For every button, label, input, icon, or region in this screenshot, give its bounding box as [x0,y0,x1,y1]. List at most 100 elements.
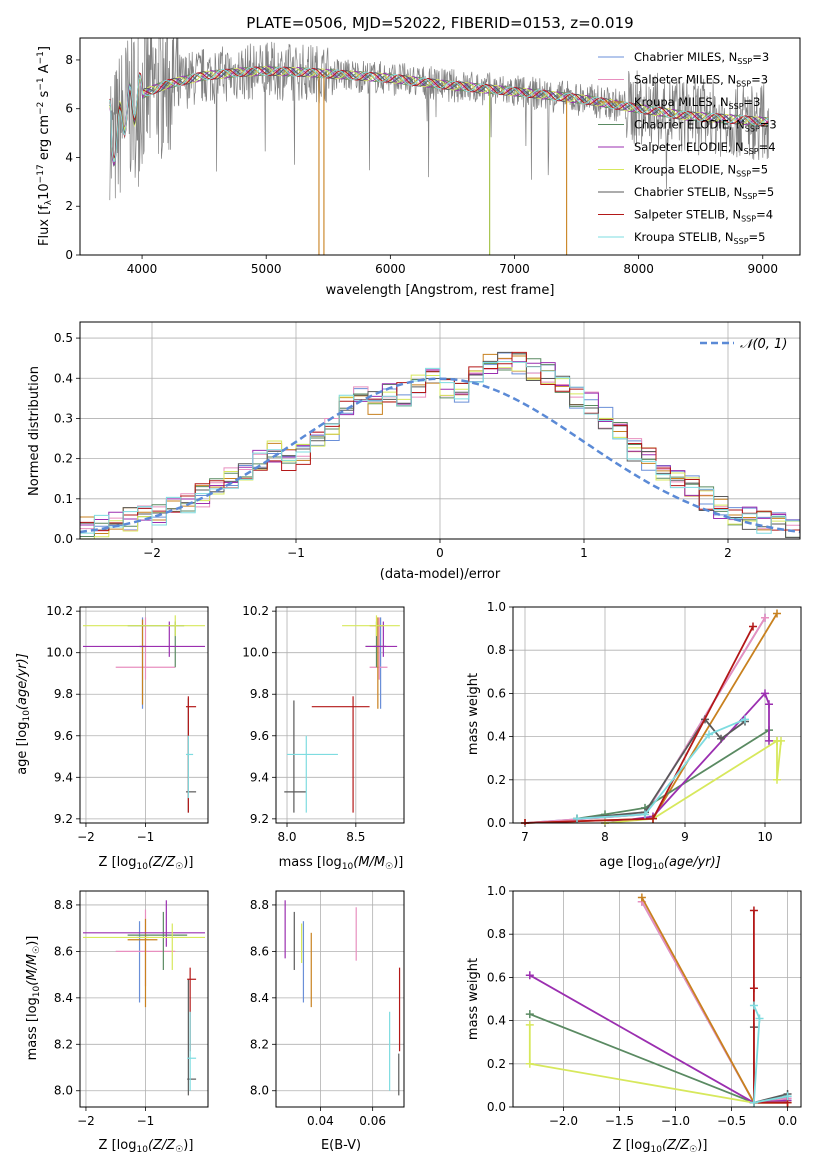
age-metallicity-xlabel: Z [log10(Z/Z☉)] [99,855,194,872]
age-ylabel: age [log10(age/yr)] [15,653,32,775]
age-mass-xlabel: mass [log10(M/M☉)] [279,855,404,872]
spectrum-model-line [109,66,769,159]
residual-ytick-label: 0.2 [54,452,73,466]
massweight-metallicity-marker [749,1001,758,1010]
massweight-age-xtick-label: 7 [521,830,529,844]
spectrum-model-line [109,66,769,159]
spectrum-xtick-label: 7000 [499,262,530,276]
legend-label: Kroupa ELODIE, NSSP=5 [634,163,768,179]
age-metallicity-frame [79,606,209,824]
mass-metallicity-ytick-label: 8.6 [54,944,73,958]
massweight-age-marker [773,736,781,745]
residual-legend: 𝒩(0, 1) [700,337,787,352]
spectrum-legend: Chabrier MILES, NSSP=3 Salpeter MILES, NS… [598,50,777,246]
age-mass-points [284,615,400,813]
age-vs-metallicity-panel: −2 −1 9.2 9.4 9.6 9.8 10.0 10.2 [46,604,209,844]
massweight-age-ytick-label: 0.8 [487,643,506,657]
massweight-age-frame [512,606,802,824]
massweight-age-line [524,617,766,824]
residual-xtick-label: 2 [724,546,732,560]
massweight-metallicity-line [641,901,788,1104]
massweight-metallicity-xtick-label: −0.5 [717,1114,746,1128]
massweight-metallicity-xtick-label: −2.0 [549,1114,578,1128]
mass-ebv-ytick-label: 8.2 [250,1037,269,1051]
massweight-metallicity-ytick-label: 0.2 [487,1057,506,1071]
residual-histograms [80,351,800,539]
residual-ytick-label: 0.3 [54,411,73,425]
age-metallicity-ytick-label: 9.6 [54,729,73,743]
residual-xtick-label: −2 [143,546,161,560]
mass-metallicity-xlabel: Z [log10(Z/Z☉)] [99,1138,194,1155]
massweight-age-marker [773,609,781,618]
mass-ebv-ytick-label: 8.4 [250,991,269,1005]
age-metallicity-ytick-label: 10.2 [46,604,73,618]
mass-ebv-frame [275,890,405,1108]
mass-ylabel: mass [log10(M/M☉)] [25,936,42,1061]
age-mass-ytick-label: 9.2 [250,812,269,826]
spectrum-model-line [109,66,769,167]
massweight-metallicity-xtick-label: −1.5 [605,1114,634,1128]
massweight-metallicity-ytick-label: 0.8 [487,927,506,941]
massweight-metallicity-marker [525,1020,534,1029]
spectrum-xtick-label: 9000 [747,262,778,276]
massweight-metallicity-marker [783,1092,792,1101]
residual-histogram [80,361,800,534]
massweight-age-xtick-label: 9 [681,830,689,844]
normal-curve [80,377,800,534]
massweight-age-xtick-label: 10 [757,830,772,844]
massweight-metallicity-marker [749,984,758,993]
massweight-metallicity-frame [512,890,802,1108]
massweight-age-line [576,718,746,820]
spectrum-xtick-label: 4000 [127,262,158,276]
age-mass-xtick-label: 8.0 [277,830,296,844]
massweight-age-ytick-label: 0.4 [487,730,506,744]
legend-label: Salpeter ELODIE, NSSP=4 [634,140,776,156]
legend-label: Kroupa STELIB, NSSP=5 [634,230,765,246]
mass-ebv-xtick-label: 0.06 [359,1114,386,1128]
massweight-metallicity-line [752,1005,788,1104]
massweight-metallicity-xtick-label: −1.0 [661,1114,690,1128]
mass-metallicity-xtick-label: −2 [77,1114,95,1128]
mass-vs-ebv-panel: 0.04 0.06 8.0 8.2 8.4 8.6 8.8 [250,890,405,1128]
massweight-metallicity-marker [525,1059,534,1068]
massweight-ylabel-top: mass weight [466,673,481,755]
residual-ytick-label: 0.1 [54,492,73,506]
massweight-age-marker [641,810,649,819]
massweight-metallicity-marker [525,1010,534,1019]
spectrum-frame [79,37,801,256]
massweight-metallicity-series [525,893,792,1107]
age-mass-ytick-label: 9.6 [250,729,269,743]
spectrum-panel: 4000 5000 6000 7000 8000 9000 0 2 4 6 8 wavelength… [36,37,801,298]
massweight-age-marker [761,613,769,622]
legend-label: Chabrier STELIB, NSSP=5 [634,185,774,201]
residual-xlabel: (data-model)/error [380,567,501,582]
massweight-age-xlabel: age [log10(age/yr)] [599,855,721,872]
massweight-metallicity-marker [637,893,646,902]
massweight-age-ytick-label: 1.0 [487,600,506,614]
massweight-age-marker [773,775,781,784]
massweight-metallicity-ytick-label: 0.6 [487,970,506,984]
mass-metallicity-points [82,900,206,1096]
age-metallicity-xtick-label: −1 [137,830,155,844]
age-metallicity-ytick-label: 10.0 [46,646,73,660]
residual-frame [79,321,801,540]
mass-metallicity-ytick-label: 8.4 [54,991,73,1005]
spectrum-series [109,38,770,255]
spectrum-ytick-label: 0 [65,248,73,262]
residual-panel: −2 −1 0 1 2 0.0 0.1 0.2 0.3 0.4 0.5 (data-model)/e… [27,321,801,582]
age-metallicity-ytick-label: 9.4 [54,770,73,784]
massweight-metallicity-line [641,901,788,1104]
massweight-ylabel-bottom: mass weight [466,958,481,1040]
massweight-metallicity-ytick-label: 0.0 [487,1100,506,1114]
age-mass-ytick-label: 9.4 [250,770,269,784]
legend-label: Salpeter STELIB, NSSP=4 [634,208,773,224]
mass-metallicity-ytick-label: 8.0 [54,1084,73,1098]
massweight-metallicity-line [529,974,788,1104]
age-metallicity-xtick-label: −2 [77,830,95,844]
spectrum-ytick-label: 4 [65,150,73,164]
spectrum-model-line [109,66,769,163]
spectrum-ytick-label: 6 [65,102,73,116]
spectrum-ylabel: Flux [fλ10−17 erg cm−2 s−1 A−1] [36,46,54,246]
massweight-age-marker [573,814,581,823]
